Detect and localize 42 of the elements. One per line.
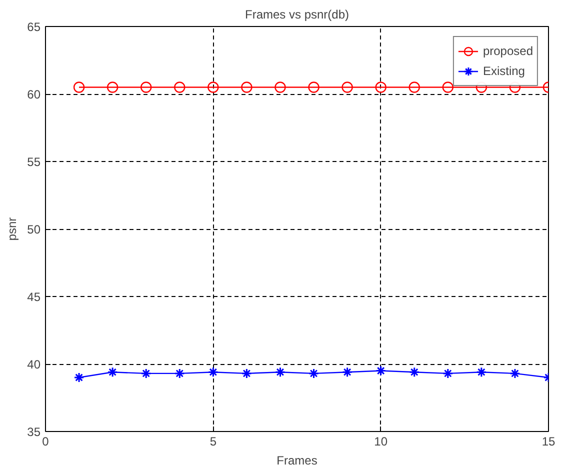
x-tick-label: 5 [210, 434, 217, 448]
point [342, 366, 353, 378]
point [106, 82, 118, 93]
point [208, 366, 218, 378]
point [107, 366, 118, 378]
point [274, 82, 286, 93]
chart-title: Frames vs psnr(db) [244, 8, 350, 22]
point [140, 82, 152, 93]
x-tick-label: 15 [542, 434, 556, 448]
x-tick-label: 10 [374, 434, 388, 448]
point [442, 82, 454, 93]
y-tick-label: 50 [27, 222, 41, 236]
point [241, 82, 252, 93]
point [375, 82, 386, 93]
point [174, 368, 185, 379]
legend-label: Existing [482, 64, 525, 78]
legend-label: proposed [482, 44, 533, 58]
point [442, 368, 454, 379]
point [308, 368, 320, 379]
point [308, 82, 320, 93]
point [274, 366, 286, 378]
point [174, 82, 186, 93]
point [476, 366, 487, 378]
point [241, 368, 252, 379]
y-tick-label: 65 [27, 20, 41, 34]
point [208, 82, 219, 93]
x-axis-title: Frames [276, 454, 318, 468]
point [73, 82, 85, 93]
point [140, 368, 152, 379]
point [342, 82, 353, 93]
y-tick-label: 35 [27, 425, 41, 439]
point [409, 366, 420, 378]
y-tick-label: 40 [27, 358, 41, 372]
point [408, 82, 420, 93]
y-tick-label: 55 [27, 155, 41, 169]
point [74, 372, 84, 383]
point [376, 366, 386, 376]
y-tick-label: 60 [27, 88, 41, 102]
y-axis-title: psnr [5, 217, 20, 241]
x-tick-label: 0 [42, 434, 50, 448]
point [510, 368, 520, 379]
y-tick-label: 45 [27, 290, 41, 304]
